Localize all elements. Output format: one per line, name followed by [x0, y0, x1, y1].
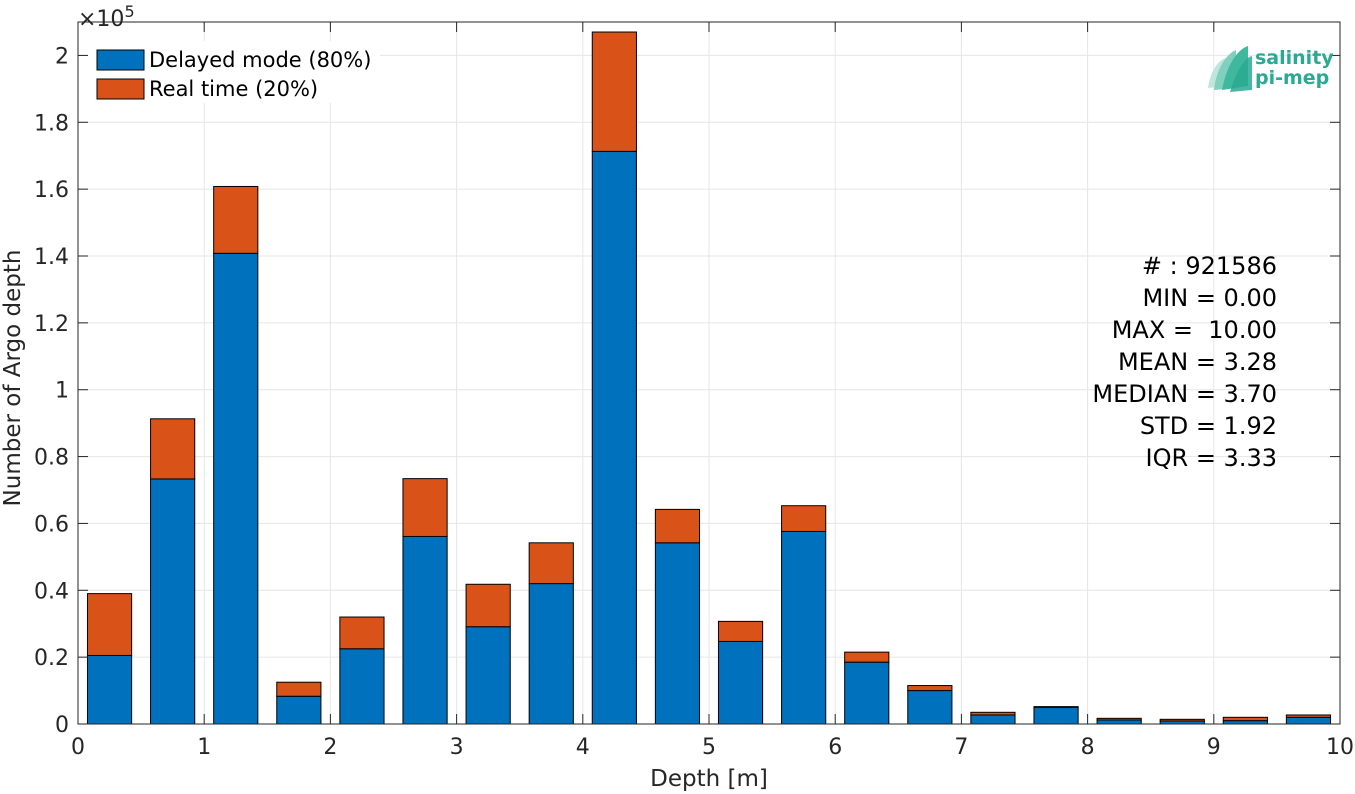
- bar-real-time: [907, 685, 953, 692]
- bar-real-time: [844, 651, 890, 663]
- y-tick-label: 0: [55, 713, 69, 738]
- y-tick-label: 1.4: [34, 245, 69, 270]
- y-tick-label: 0.2: [34, 646, 69, 671]
- bar-real-time: [591, 31, 637, 152]
- bar-real-time: [276, 681, 322, 697]
- legend-label-realtime: Real time (20%): [149, 77, 318, 101]
- x-tick-label: 0: [71, 735, 85, 760]
- bar-delayed-mode: [591, 150, 637, 725]
- bar-delayed-mode: [276, 695, 322, 725]
- bar-real-time: [1159, 718, 1205, 722]
- bar-delayed-mode: [654, 542, 701, 725]
- legend-swatch-realtime: [96, 78, 145, 100]
- x-tick-label: 5: [702, 735, 716, 760]
- bar-real-time: [1096, 717, 1142, 721]
- y-tick-label: 0.6: [34, 512, 69, 537]
- y-tick-label: 1.8: [34, 111, 69, 136]
- bar-delayed-mode: [150, 478, 196, 725]
- x-tick-label: 4: [576, 735, 590, 760]
- bar-delayed-mode: [970, 714, 1016, 725]
- y-tick-label: 2: [55, 44, 69, 69]
- logo-line2: pi-mep: [1255, 67, 1329, 89]
- stat-std: STD = 1.92: [1140, 412, 1277, 440]
- y-exponent-power: 5: [124, 2, 134, 21]
- y-tick-labels: 0 0.2 0.4 0.6 0.8 1 1.2 1.4 1.6 1.8 2: [34, 44, 69, 738]
- y-exponent-base: ×10: [78, 7, 124, 32]
- stat-min: MIN = 0.00: [1142, 284, 1277, 312]
- legend-swatch-delayed: [96, 49, 145, 71]
- logo-waves-icon: [1208, 46, 1252, 92]
- bar-delayed-mode: [86, 654, 133, 725]
- stat-count: # : 921586: [1142, 252, 1277, 280]
- bar-real-time: [339, 616, 385, 650]
- bar-delayed-mode: [1222, 720, 1268, 725]
- bar-delayed-mode: [717, 640, 764, 725]
- bar-real-time: [781, 505, 827, 532]
- bar-delayed-mode: [781, 530, 827, 725]
- x-tick-label: 1: [197, 735, 211, 760]
- bar-delayed-mode: [339, 648, 385, 725]
- bar-delayed-mode: [907, 690, 953, 725]
- ticks: [77, 22, 1341, 725]
- logo-line1: salinity: [1255, 47, 1334, 69]
- stat-mean: MEAN = 3.28: [1118, 348, 1277, 376]
- bar-real-time: [402, 478, 448, 537]
- y-tick-label: 0.4: [34, 579, 69, 604]
- y-tick-label: 1: [55, 379, 69, 404]
- x-axis-title: Depth [m]: [650, 766, 768, 792]
- stat-median: MEDIAN = 3.70: [1092, 380, 1277, 408]
- bar-real-time: [213, 185, 259, 254]
- bars: [86, 31, 1332, 725]
- x-tick-labels: 0 1 2 3 4 5 6 7 8 9 10: [71, 735, 1354, 760]
- bar-delayed-mode: [844, 661, 890, 725]
- bar-real-time: [86, 593, 133, 656]
- x-tick-label: 8: [1081, 735, 1095, 760]
- x-tick-label: 2: [323, 735, 337, 760]
- bar-real-time: [717, 620, 764, 642]
- stat-iqr: IQR = 3.33: [1146, 444, 1277, 472]
- x-tick-label: 7: [954, 735, 968, 760]
- bar-delayed-mode: [1096, 719, 1142, 725]
- bar-delayed-mode: [465, 626, 511, 725]
- stat-max: MAX = 10.00: [1112, 316, 1277, 344]
- y-tick-label: 1.2: [34, 312, 69, 337]
- x-tick-label: 9: [1207, 735, 1221, 760]
- y-exponent-label: ×105: [78, 2, 135, 32]
- bar-real-time: [654, 508, 701, 544]
- bar-delayed-mode: [1285, 716, 1332, 725]
- bar-real-time: [970, 711, 1016, 716]
- bar-delayed-mode: [528, 583, 574, 725]
- bar-real-time: [150, 418, 196, 480]
- bar-delayed-mode: [213, 252, 259, 725]
- bar-real-time: [465, 583, 511, 628]
- bar-real-time: [1033, 706, 1079, 708]
- x-tick-label: 10: [1326, 735, 1354, 760]
- bar-real-time: [1285, 714, 1332, 718]
- bar-real-time: [528, 542, 574, 585]
- x-tick-label: 3: [450, 735, 464, 760]
- bar-delayed-mode: [1033, 706, 1079, 725]
- bar-real-time: [1222, 716, 1268, 722]
- stats-annotation: # : 921586 MIN = 0.00 MAX = 10.00 MEAN =…: [1092, 252, 1277, 472]
- salinity-pi-mep-logo: salinity pi-mep: [1208, 46, 1334, 92]
- legend-label-delayed: Delayed mode (80%): [149, 48, 371, 72]
- y-axis-title: Number of Argo depth: [0, 250, 26, 507]
- legend: Delayed mode (80%) Real time (20%): [88, 41, 380, 103]
- y-tick-label: 1.6: [34, 178, 69, 203]
- y-tick-label: 0.8: [34, 446, 69, 471]
- x-tick-label: 6: [828, 735, 842, 760]
- bar-delayed-mode: [402, 535, 448, 725]
